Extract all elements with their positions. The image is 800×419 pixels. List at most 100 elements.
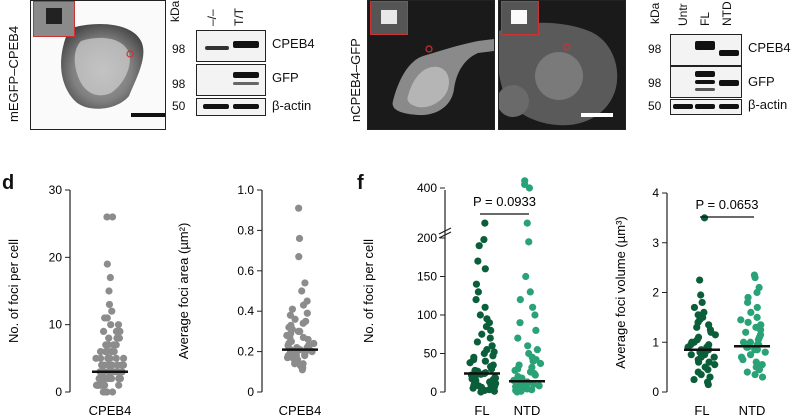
y-tick-label: 150 [417,270,437,284]
p-value-annotation: P = 0.0933 [473,194,536,209]
kda-value: 98 [172,77,186,91]
data-point [704,366,712,374]
data-point [480,235,488,244]
data-point [529,357,537,365]
data-point [101,348,110,356]
data-point [478,330,486,338]
data-point [533,346,541,354]
y-axis-label: No. of foci per cell [361,239,376,343]
blot-actin-right [670,99,742,115]
data-point [525,238,533,246]
data-point [514,334,522,342]
data-point [758,373,767,381]
y-tick-label: 0 [247,385,254,399]
blot-actin-left [196,98,266,116]
y-tick-label: 0.8 [237,223,254,237]
y-tick-label: 0.2 [237,345,254,359]
data-point [295,234,304,243]
data-point [472,280,481,288]
data-point [119,354,128,362]
blot-gfp-right [670,66,742,98]
data-point [301,279,309,287]
data-point [472,296,480,304]
data-point [698,298,706,307]
y-tick-label: 20 [49,250,63,264]
blot-row-label: GFP [272,70,299,85]
data-point [116,327,124,335]
data-point [737,316,745,324]
y-tick-label: 400 [417,181,437,195]
blot-cpeb4-right [670,34,742,66]
data-point [94,381,102,389]
data-point [751,370,759,379]
p-value-annotation: P = 0.0653 [695,197,758,212]
y-tick-label: 2 [652,286,659,300]
data-point [710,353,718,361]
data-point [104,354,112,362]
x-category-label: FL [694,403,709,418]
data-point [115,334,123,342]
y-axis-label: Average foci volume (µm³) [613,216,628,368]
data-point [690,375,698,384]
data-point [697,291,705,299]
y-axis-label: Average foci area (µm²) [176,223,191,360]
data-point [751,273,759,282]
data-point [299,301,308,309]
data-point [96,354,105,362]
data-point [291,315,299,323]
y-tick-label: 0 [55,385,62,399]
data-point [480,349,488,358]
data-point [103,260,111,268]
data-point [103,213,111,221]
data-point [488,342,496,350]
data-point [711,361,719,369]
y-tick-label: 4 [652,186,659,200]
data-point [752,358,760,366]
data-point [98,374,106,383]
data-point [481,357,489,365]
data-point [744,298,752,307]
data-point [474,288,482,296]
data-point [286,311,294,319]
data-point [489,352,497,360]
y-tick-label: 0 [430,385,437,399]
data-point [303,309,311,317]
data-point [531,311,539,319]
data-point [469,384,477,392]
data-point [523,219,531,227]
data-point [486,334,494,342]
y-tick-label: 10 [49,318,63,332]
data-point [108,213,117,221]
data-point [107,321,115,329]
data-point [696,276,704,284]
data-point [304,335,312,344]
data-point [481,219,489,227]
data-point [99,327,108,335]
y-tick-label: 0.6 [237,264,254,278]
data-point [112,341,120,349]
data-point [103,314,111,322]
data-point [761,348,769,356]
data-point [524,342,532,350]
data-point [705,358,713,366]
data-point [513,388,521,396]
data-point [755,366,764,374]
data-point [466,359,474,367]
y-tick-label: 200 [417,231,437,245]
data-point [531,371,539,379]
data-point [473,338,481,346]
data-point [739,356,747,364]
blot-cpeb4-left [196,30,266,62]
y-axis-label: No. of foci per cell [6,239,21,343]
axis-break-mark [438,231,452,239]
data-point [697,370,705,379]
y-tick-label: 30 [49,183,63,197]
blot-gfp-left [196,64,266,96]
data-point [528,386,536,394]
data-point [516,319,524,327]
x-category-label: CPEB4 [89,403,132,418]
data-point [753,313,761,321]
data-point [477,388,485,396]
blot-row-label: CPEB4 [272,36,315,51]
